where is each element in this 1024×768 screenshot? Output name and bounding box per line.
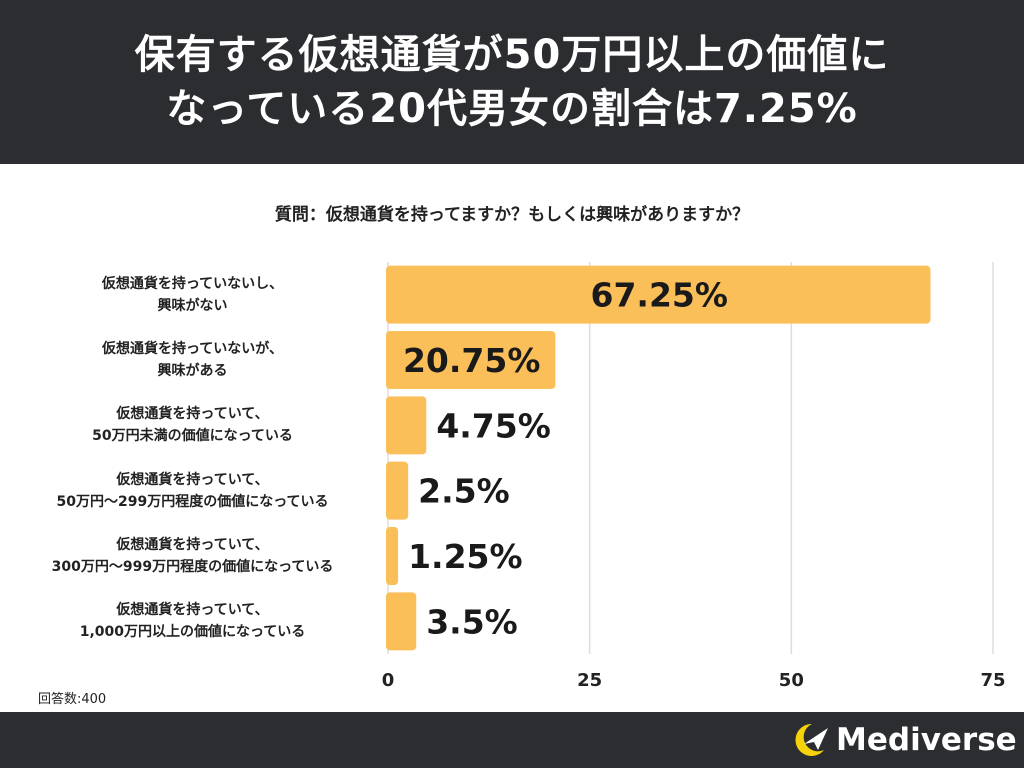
- bar: [386, 396, 427, 455]
- bar-value-label: 1.25%: [408, 537, 523, 576]
- category-label: 仮想通貨を持っていて、 1,000万円以上の価値になっている: [10, 599, 375, 643]
- header: 保有する仮想通貨が50万円以上の価値に なっている20代男女の割合は7.25%: [0, 0, 1024, 164]
- brand-name: Mediverse: [836, 722, 1017, 758]
- category-label-line: 300万円〜999万円程度の価値になっている: [51, 559, 334, 575]
- category-label-line: 50万円〜299万円程度の価値になっている: [56, 493, 329, 510]
- x-tick-label: 75: [980, 670, 1005, 691]
- title-line-1: 保有する仮想通貨が50万円以上の価値に: [134, 32, 890, 78]
- category-label-line: 興味がない: [157, 297, 228, 314]
- bar: [386, 592, 417, 651]
- category-label-line: 仮想通貨を持っていないし、: [101, 275, 284, 292]
- bar-value-label: 2.5%: [418, 472, 510, 511]
- category-label-line: 仮想通貨を持っていて、: [116, 406, 269, 423]
- bar-value-label: 3.5%: [426, 602, 518, 641]
- question-text: 質問：仮想通貨を持ってますか？もしくは興味がありますか？: [274, 205, 750, 225]
- category-label: 仮想通貨を持っていないが、 興味がある: [10, 338, 375, 382]
- response-count: 回答数:400: [38, 692, 107, 707]
- x-tick-label: 50: [779, 670, 804, 691]
- category-label: 仮想通貨を持っていないし、 興味がない: [10, 273, 375, 317]
- category-label-line: 仮想通貨を持っていて、: [116, 471, 269, 488]
- bar: [386, 461, 409, 520]
- category-label-line: 仮想通貨を持っていないが、: [101, 341, 284, 357]
- title-line-2: なっている20代男女の割合は7.25%: [166, 86, 858, 132]
- category-label: 仮想通貨を持っていて、 300万円〜999万円程度の価値になっている: [10, 534, 375, 578]
- x-tick-label: 25: [577, 670, 602, 691]
- category-label-line: 50万円未満の価値になっている: [92, 428, 293, 445]
- bar-value-label: 20.75%: [403, 341, 540, 380]
- bar: [386, 527, 399, 585]
- x-tick-label: 0: [382, 670, 395, 691]
- bar-value-label: 4.75%: [436, 406, 550, 445]
- bar: [386, 331, 556, 389]
- category-label: 仮想通貨を持っていて、 50万円未満の価値になっている: [10, 403, 375, 447]
- footer: Mediverse: [0, 712, 1024, 768]
- crescent-plane-icon: [795, 723, 828, 756]
- bar-value-label: 67.25%: [591, 276, 728, 315]
- category-label-line: 興味がある: [157, 363, 228, 379]
- category-label-line: 1,000万円以上の価値になっている: [79, 624, 306, 641]
- bar-chart: 0 25 50 75 67.25% 20.75% 4.75% 2.5% 1.25% 3.5%: [382, 262, 1006, 691]
- category-label-line: 仮想通貨を持っていて、: [116, 602, 269, 619]
- bar: [386, 265, 931, 324]
- category-label: 仮想通貨を持っていて、 50万円〜299万円程度の価値になっている: [10, 469, 375, 513]
- category-label-line: 仮想通貨を持っていて、: [116, 537, 269, 553]
